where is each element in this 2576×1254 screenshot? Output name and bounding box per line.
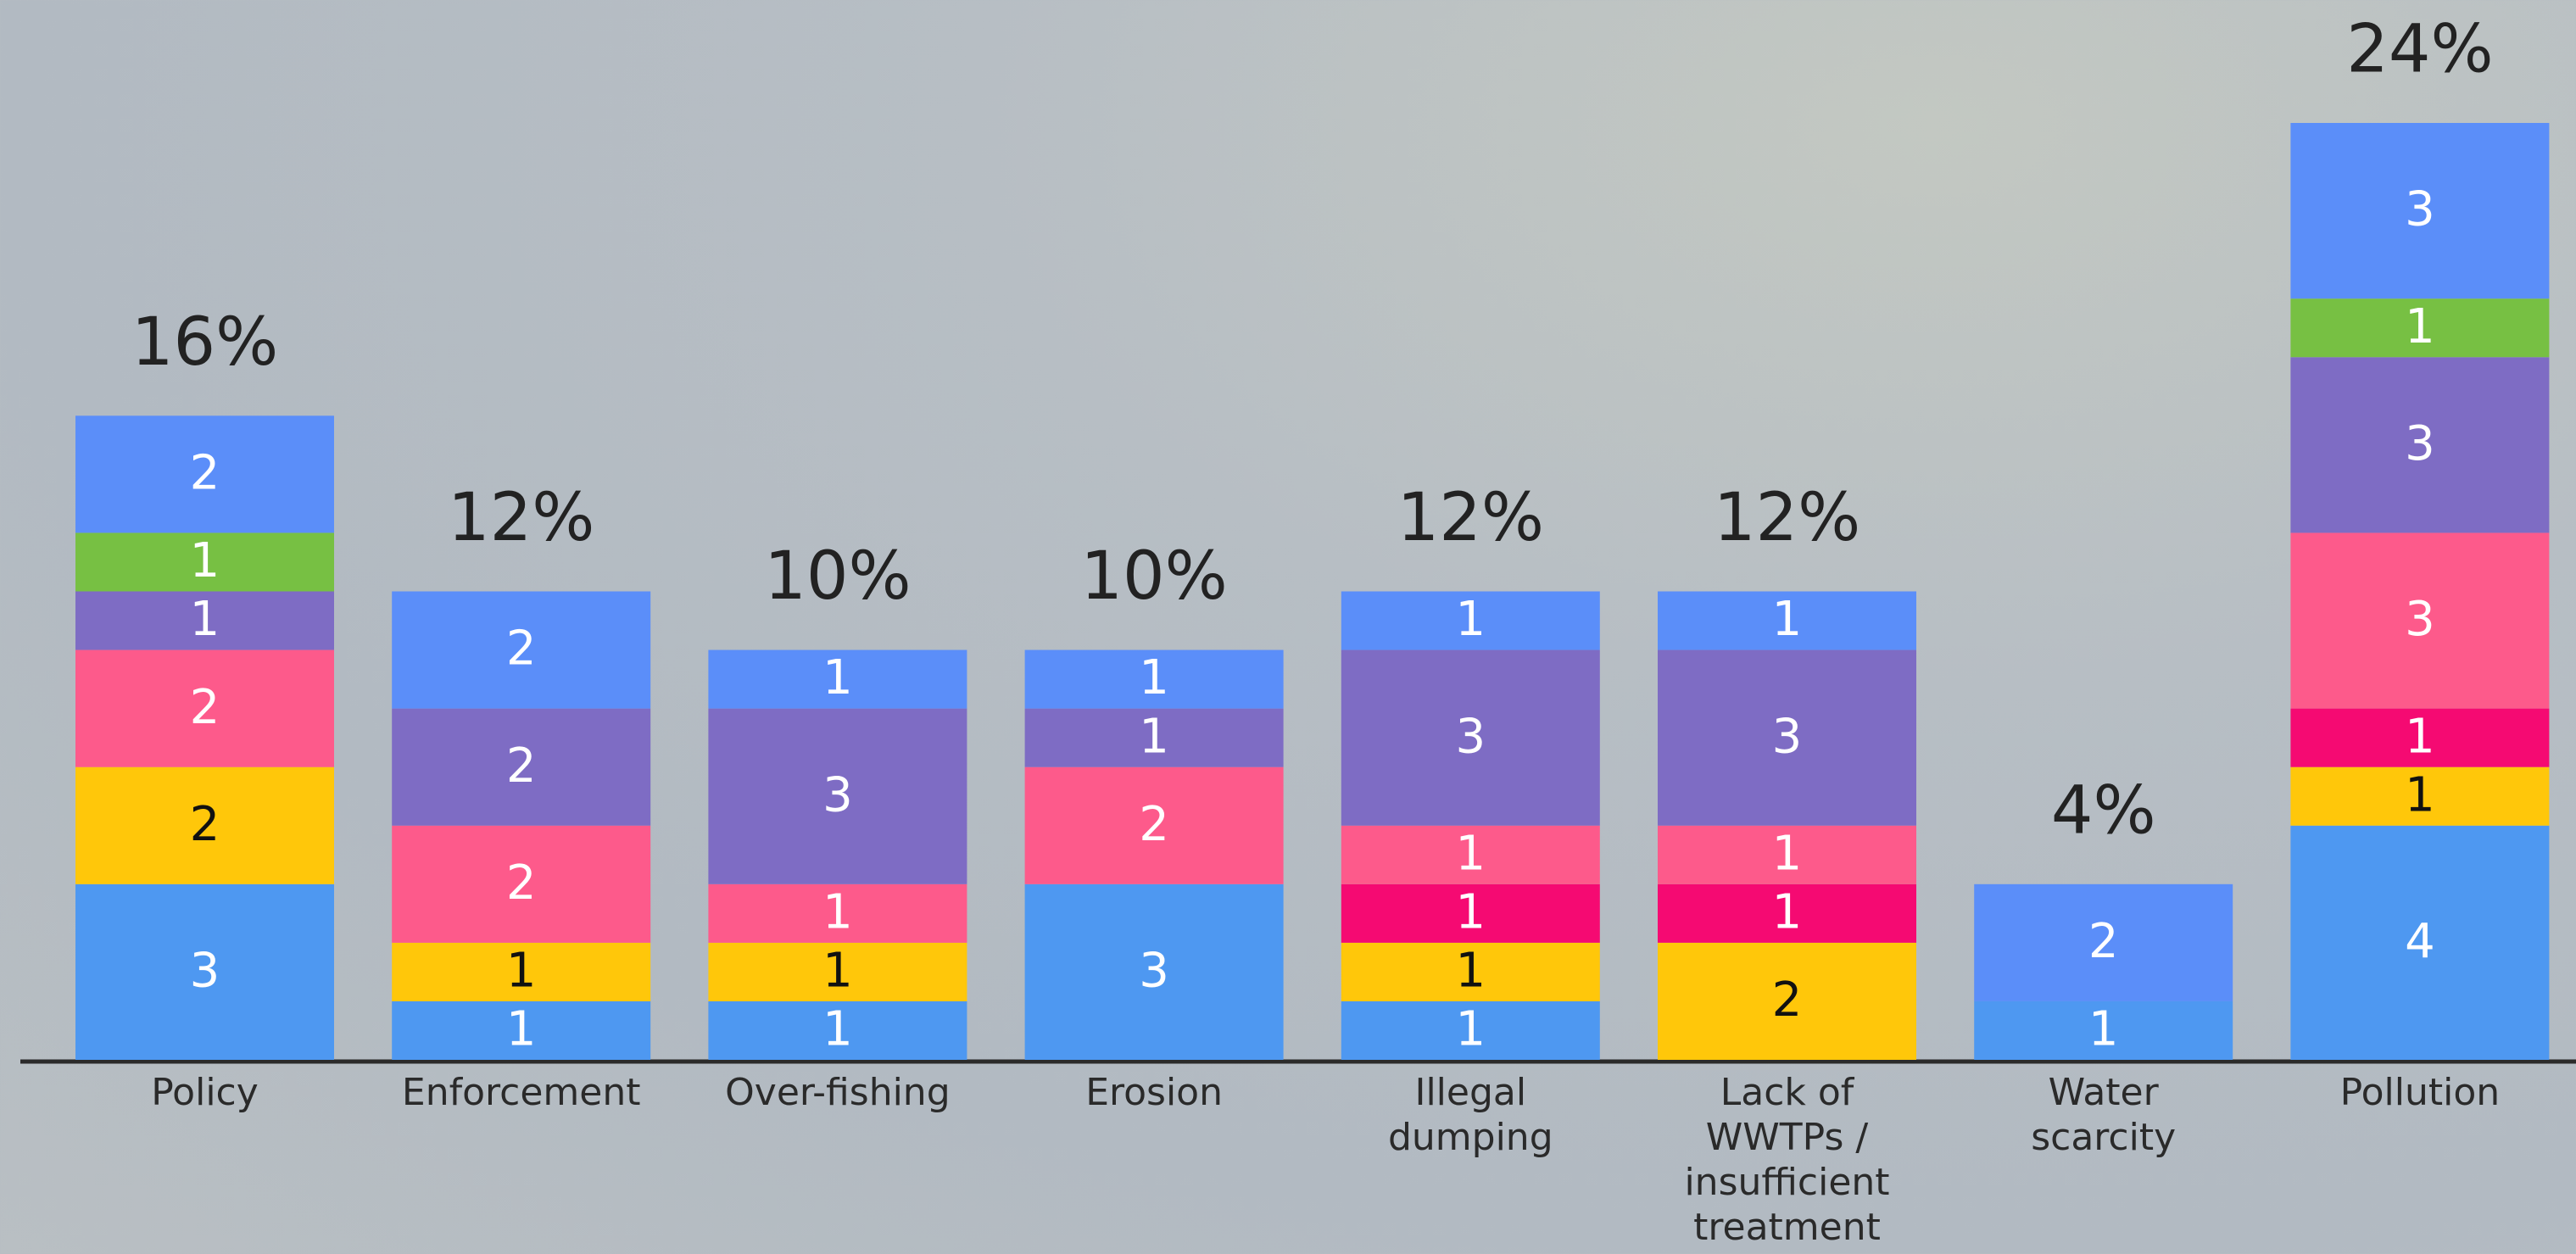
segment-label: 3 bbox=[2405, 592, 2435, 647]
segment-label: 1 bbox=[1139, 709, 1169, 764]
segment-label: 2 bbox=[506, 621, 537, 677]
segment-label: 1 bbox=[1772, 826, 1803, 881]
segment-label: 1 bbox=[822, 1002, 853, 1057]
segment-label: 3 bbox=[1772, 709, 1803, 764]
segment-label: 1 bbox=[1455, 1002, 1486, 1057]
segment-label: 1 bbox=[1772, 884, 1803, 939]
segment-label: 2 bbox=[1139, 797, 1169, 852]
x-tick-label: Policy bbox=[44, 1070, 366, 1115]
segment-label: 1 bbox=[1455, 826, 1486, 881]
segment-label: 1 bbox=[822, 944, 853, 999]
total-label: 12% bbox=[1397, 480, 1544, 556]
page: 32211216%1122212%1113110%321110%11113112… bbox=[0, 0, 2576, 1254]
segment-label: 4 bbox=[2405, 914, 2435, 969]
chart: 32211216%1122212%1113110%321110%11113112… bbox=[0, 0, 2576, 1254]
segment-label: 1 bbox=[822, 884, 853, 939]
segment-label: 2 bbox=[190, 680, 220, 735]
total-label: 12% bbox=[448, 480, 594, 556]
x-tick-label: Pollution bbox=[2259, 1070, 2576, 1115]
total-label: 4% bbox=[2051, 772, 2156, 849]
x-tick-label: Illegal dumping bbox=[1309, 1070, 1631, 1160]
segment-label: 1 bbox=[190, 533, 220, 588]
segment-label: 3 bbox=[190, 944, 220, 999]
segment-label: 1 bbox=[1455, 884, 1486, 939]
total-label: 10% bbox=[1080, 538, 1227, 615]
segment-label: 1 bbox=[822, 650, 853, 705]
segment-label: 1 bbox=[1772, 592, 1803, 647]
segment-label: 3 bbox=[822, 767, 853, 822]
segment-label: 2 bbox=[1772, 973, 1803, 1028]
segment-label: 3 bbox=[2405, 416, 2435, 471]
x-tick-label: Water scarcity bbox=[1943, 1070, 2265, 1160]
segment-label: 1 bbox=[2405, 709, 2435, 764]
segment-label: 1 bbox=[2405, 767, 2435, 822]
x-tick-label: Erosion bbox=[993, 1070, 1315, 1115]
x-tick-label: Lack of WWTPs / insufficient treatment bbox=[1626, 1070, 1949, 1250]
segment-label: 1 bbox=[2088, 1002, 2119, 1057]
total-label: 24% bbox=[2346, 11, 2493, 87]
segment-label: 2 bbox=[2088, 914, 2119, 969]
segment-label: 1 bbox=[2405, 299, 2435, 354]
total-label: 16% bbox=[131, 304, 278, 381]
total-label: 10% bbox=[764, 538, 911, 615]
total-label: 12% bbox=[1714, 480, 1860, 556]
segment-label: 2 bbox=[506, 738, 537, 794]
segment-label: 2 bbox=[190, 797, 220, 852]
segment-label: 1 bbox=[506, 944, 537, 999]
x-tick-label: Enforcement bbox=[360, 1070, 683, 1115]
segment-label: 1 bbox=[190, 592, 220, 647]
segment-label: 1 bbox=[1455, 592, 1486, 647]
segment-label: 3 bbox=[1139, 944, 1169, 999]
segment-label: 1 bbox=[1139, 650, 1169, 705]
segment-label: 1 bbox=[1455, 944, 1486, 999]
x-tick-label: Over-fishing bbox=[677, 1070, 999, 1115]
segment-label: 3 bbox=[2405, 182, 2435, 237]
segment-label: 2 bbox=[190, 446, 220, 501]
segment-label: 3 bbox=[1455, 709, 1486, 764]
segment-label: 2 bbox=[506, 856, 537, 911]
segment-label: 1 bbox=[506, 1002, 537, 1057]
